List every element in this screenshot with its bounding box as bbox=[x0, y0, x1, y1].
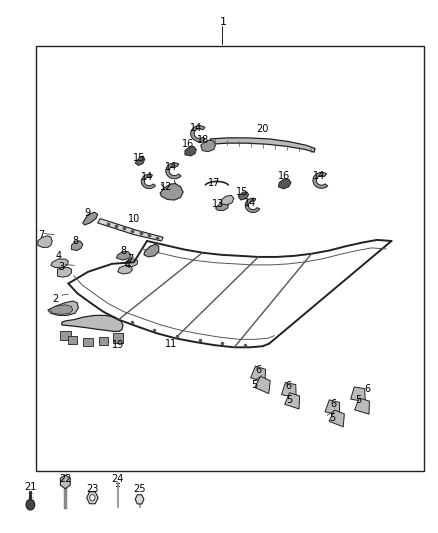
Text: 5: 5 bbox=[251, 379, 257, 390]
Text: 6: 6 bbox=[255, 365, 261, 375]
Text: 7: 7 bbox=[38, 230, 44, 240]
Polygon shape bbox=[68, 336, 77, 344]
Polygon shape bbox=[351, 387, 365, 402]
Polygon shape bbox=[125, 259, 138, 266]
Polygon shape bbox=[135, 156, 145, 165]
Text: 4: 4 bbox=[55, 251, 61, 261]
Polygon shape bbox=[238, 192, 249, 200]
Text: 2: 2 bbox=[52, 294, 58, 304]
Text: 10: 10 bbox=[128, 214, 140, 224]
Text: 14: 14 bbox=[190, 123, 202, 133]
Polygon shape bbox=[99, 337, 108, 345]
Text: 7: 7 bbox=[128, 254, 134, 263]
Polygon shape bbox=[118, 265, 133, 274]
Circle shape bbox=[90, 495, 95, 501]
Polygon shape bbox=[185, 147, 196, 156]
Text: 14: 14 bbox=[165, 161, 177, 172]
Polygon shape bbox=[201, 140, 215, 152]
Circle shape bbox=[26, 499, 35, 510]
Polygon shape bbox=[51, 259, 68, 268]
Polygon shape bbox=[282, 383, 296, 398]
Text: 19: 19 bbox=[112, 340, 124, 350]
Polygon shape bbox=[83, 338, 93, 346]
Text: 21: 21 bbox=[24, 482, 36, 492]
Text: 4: 4 bbox=[124, 261, 131, 270]
Text: 8: 8 bbox=[120, 246, 126, 255]
Polygon shape bbox=[221, 195, 234, 205]
Polygon shape bbox=[62, 316, 123, 332]
Polygon shape bbox=[166, 163, 181, 179]
Polygon shape bbox=[117, 252, 131, 260]
Text: 6: 6 bbox=[364, 384, 371, 394]
Polygon shape bbox=[38, 236, 52, 247]
Text: 14: 14 bbox=[244, 198, 257, 208]
Polygon shape bbox=[255, 376, 270, 393]
Polygon shape bbox=[251, 366, 265, 382]
Text: 5: 5 bbox=[356, 395, 362, 406]
Text: 22: 22 bbox=[59, 474, 71, 484]
Polygon shape bbox=[83, 212, 98, 225]
Text: 16: 16 bbox=[182, 139, 194, 149]
Text: 14: 14 bbox=[313, 171, 325, 181]
Polygon shape bbox=[160, 183, 183, 200]
Text: 14: 14 bbox=[141, 172, 153, 182]
Polygon shape bbox=[329, 410, 344, 427]
Text: 25: 25 bbox=[133, 484, 146, 494]
Polygon shape bbox=[285, 393, 300, 409]
Text: 15: 15 bbox=[236, 187, 248, 197]
Polygon shape bbox=[49, 305, 73, 314]
Polygon shape bbox=[57, 268, 71, 277]
Polygon shape bbox=[279, 179, 291, 189]
Text: 16: 16 bbox=[278, 171, 290, 181]
Text: 3: 3 bbox=[59, 262, 65, 271]
Text: 24: 24 bbox=[112, 474, 124, 484]
Polygon shape bbox=[325, 400, 339, 416]
Polygon shape bbox=[191, 126, 205, 142]
Text: 15: 15 bbox=[133, 152, 146, 163]
Text: 20: 20 bbox=[257, 124, 269, 134]
Text: 5: 5 bbox=[286, 395, 292, 406]
Text: 1: 1 bbox=[220, 17, 227, 27]
Text: 8: 8 bbox=[73, 236, 79, 246]
Polygon shape bbox=[141, 174, 155, 189]
Polygon shape bbox=[98, 219, 163, 241]
Bar bbox=[35, 46, 424, 471]
Text: 18: 18 bbox=[197, 135, 209, 145]
Polygon shape bbox=[144, 244, 159, 257]
Polygon shape bbox=[245, 198, 260, 213]
Text: 9: 9 bbox=[84, 208, 90, 219]
Text: 23: 23 bbox=[86, 484, 99, 494]
Polygon shape bbox=[215, 201, 229, 211]
Text: 6: 6 bbox=[285, 381, 291, 391]
Polygon shape bbox=[60, 331, 71, 341]
Polygon shape bbox=[210, 138, 315, 152]
Polygon shape bbox=[71, 241, 83, 251]
Polygon shape bbox=[113, 334, 123, 343]
Polygon shape bbox=[48, 301, 78, 316]
Polygon shape bbox=[313, 173, 328, 188]
Text: 13: 13 bbox=[212, 199, 224, 209]
Text: 11: 11 bbox=[165, 338, 177, 349]
Text: 17: 17 bbox=[208, 177, 221, 188]
Text: 5: 5 bbox=[329, 413, 336, 423]
Text: 12: 12 bbox=[159, 182, 172, 192]
Polygon shape bbox=[355, 398, 369, 414]
Text: 6: 6 bbox=[330, 399, 336, 409]
